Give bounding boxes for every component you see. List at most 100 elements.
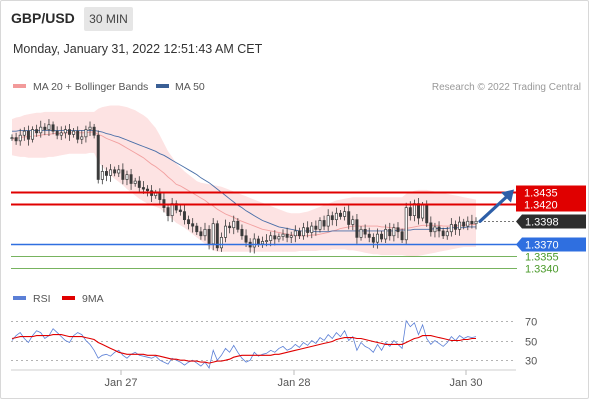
candle-body: [187, 219, 191, 225]
candle-body: [55, 130, 59, 136]
candle-body: [113, 169, 117, 174]
candle-body: [277, 236, 281, 240]
candle-body: [26, 130, 30, 140]
candle-body: [269, 235, 273, 241]
forecast-arrow-layer: [478, 189, 514, 223]
candle-body: [215, 223, 219, 249]
candle-body: [293, 230, 297, 237]
symbol-title: GBP/USD: [11, 10, 75, 26]
candle-body: [252, 238, 256, 248]
candle-body: [363, 228, 367, 235]
resistance-tag: [516, 185, 586, 200]
candle-body: [314, 225, 318, 230]
candle-body: [302, 227, 306, 237]
forecast-arrow-shaft: [478, 193, 510, 223]
candle-body: [191, 223, 195, 227]
interval-badge[interactable]: [84, 7, 133, 31]
rsi-tick-label: 50: [525, 337, 537, 349]
candle-body: [384, 228, 388, 240]
candle-body: [408, 207, 412, 217]
candle-body: [371, 237, 375, 243]
candle-body: [339, 212, 342, 217]
candle-body: [72, 130, 76, 135]
candle-body: [347, 211, 351, 225]
candle-body: [84, 129, 88, 138]
candle-body: [437, 226, 441, 232]
candle-body: [417, 203, 420, 219]
candle-body: [224, 225, 228, 238]
candle-body: [109, 169, 113, 176]
candle-body: [273, 235, 277, 240]
rsi-tick-label: 70: [525, 317, 537, 329]
candle-body: [441, 230, 445, 237]
candle-body: [80, 136, 84, 140]
rsi-line: [11, 319, 477, 369]
candle-body: [137, 180, 141, 188]
candle-body: [466, 220, 470, 227]
candle-body: [68, 129, 71, 135]
candle-body: [166, 207, 170, 217]
candle-body: [380, 233, 384, 240]
candle-body: [388, 228, 392, 237]
candle-body: [104, 171, 108, 176]
candle-body: [453, 224, 457, 230]
candle-body: [35, 129, 39, 134]
resistance-value: 1.3420: [524, 200, 558, 212]
candle-body: [429, 222, 433, 233]
candle-body: [10, 137, 14, 139]
ma50-legend-swatch: [156, 84, 169, 88]
candle-body: [404, 207, 408, 241]
rsi9-legend-swatch: [62, 296, 75, 300]
candle-body: [146, 188, 149, 192]
candle-body: [59, 132, 63, 136]
candle-body: [375, 233, 379, 243]
candle-body: [141, 187, 145, 190]
candle-body: [100, 171, 104, 180]
candle-body: [433, 226, 437, 233]
candle-body: [359, 228, 363, 238]
bollinger-band-layer: [12, 105, 476, 257]
candle-body: [117, 169, 121, 174]
candle-body: [351, 219, 355, 225]
candle-body: [297, 230, 301, 237]
candle-body: [129, 174, 133, 184]
candle-body: [92, 126, 96, 136]
candle-body: [18, 134, 22, 142]
candle-body: [63, 129, 67, 134]
candle-body: [306, 227, 310, 233]
candle-body: [125, 174, 129, 180]
candle-body: [289, 235, 293, 238]
candle-body: [39, 126, 43, 134]
candles-layer: [10, 119, 478, 254]
candle-body: [51, 124, 55, 132]
rsi-tick-label: 30: [525, 356, 537, 368]
candle-body: [260, 241, 264, 245]
pivot-tag: [516, 214, 586, 229]
candle-body: [182, 211, 186, 221]
candle-body: [326, 215, 330, 227]
rsi-pane: 70 50 30: [11, 317, 537, 369]
bollinger-band-area: [12, 105, 476, 257]
candle-body: [449, 224, 453, 233]
rsi9-legend-label: 9MA: [82, 293, 104, 305]
resistance-value: 1.3435: [524, 188, 558, 200]
candle-body: [462, 221, 466, 227]
candle-body: [265, 240, 269, 242]
target-value: 1.3355: [525, 252, 559, 264]
rsi-legend-label: RSI: [33, 293, 51, 305]
candle-body: [318, 220, 322, 230]
candle-body: [470, 220, 474, 225]
resistance-tag: [516, 197, 586, 212]
candle-body: [219, 237, 223, 249]
candle-body: [421, 204, 425, 219]
candle-body: [458, 221, 462, 230]
candle-body: [244, 235, 248, 243]
datetime-label: Monday, January 31, 2022 12:51:43 AM CET: [13, 42, 263, 56]
candle-body: [43, 126, 47, 130]
candle-body: [96, 134, 100, 180]
candle-body: [178, 209, 182, 212]
credit-label: Research © 2022 Trading Central: [432, 82, 581, 93]
candle-body: [121, 169, 125, 180]
